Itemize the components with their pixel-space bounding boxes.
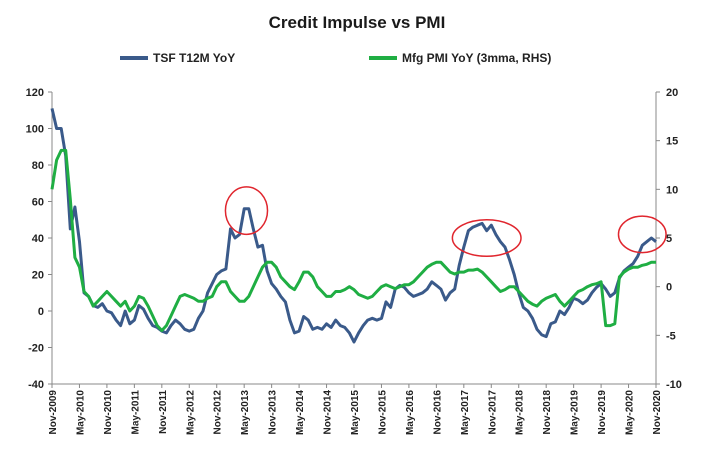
legend-label-tsf: TSF T12M YoY (153, 51, 235, 65)
y-right-tick-label: -10 (666, 379, 682, 391)
x-tick-label: May-2014 (295, 390, 306, 435)
x-tick-label: May-2013 (240, 390, 251, 435)
x-tick-label: May-2016 (405, 390, 416, 435)
x-tick-label: Nov-2018 (542, 390, 553, 435)
x-tick-label: May-2011 (130, 390, 141, 435)
x-tick-label: May-2015 (350, 390, 361, 435)
y-left-tick-label: 80 (32, 160, 44, 172)
legend-label-pmi: Mfg PMI YoY (3mma, RHS) (402, 51, 551, 65)
y-right-tick-label: 15 (666, 136, 678, 148)
x-tick-label: Nov-2019 (597, 390, 608, 435)
x-tick-label: May-2018 (515, 390, 526, 435)
y-left-tick-label: 60 (32, 197, 44, 209)
y-left-tick-label: 120 (26, 87, 44, 99)
x-tick-label: Nov-2009 (48, 390, 59, 435)
y-right-tick-label: 10 (666, 184, 678, 196)
y-left-tick-label: 20 (32, 270, 44, 282)
x-tick-label: Nov-2014 (323, 390, 334, 435)
y-right-tick-label: 20 (666, 87, 678, 99)
x-tick-label: May-2010 (75, 390, 86, 435)
annotation-circle (617, 215, 667, 254)
x-tick-label: May-2019 (570, 390, 581, 435)
plot-area (50, 92, 667, 385)
y-left-tick-label: 100 (26, 124, 44, 136)
chart-title: Credit Impulse vs PMI (269, 13, 446, 32)
y-right-tick-label: 0 (666, 282, 672, 294)
x-tick-label: Nov-2011 (158, 390, 169, 434)
y-left-tick-label: -40 (28, 379, 44, 391)
x-tick-label: Nov-2017 (487, 390, 498, 435)
x-tick-label: Nov-2012 (213, 390, 224, 435)
y-left-tick-label: 40 (32, 233, 44, 245)
x-axis: Nov-2009 May-2010 Nov-2010 May-2011 Nov-2011… (48, 384, 663, 435)
x-tick-label: May-2012 (185, 390, 196, 435)
x-tick-label: Nov-2010 (103, 390, 114, 435)
y-left-tick-label: 0 (38, 306, 44, 318)
legend: TSF T12M YoY Mfg PMI YoY (3mma, RHS) (120, 51, 551, 65)
y-right-tick-label: 5 (666, 233, 672, 245)
x-tick-label: Nov-2015 (377, 390, 388, 435)
x-tick-label: Nov-2020 (652, 390, 663, 435)
series-line-tsf (50, 108, 657, 344)
annotation-circle (451, 219, 522, 257)
y-axis-left: 120 100 80 60 40 20 0 -20 -40 (26, 87, 52, 391)
y-left-tick-label: -20 (28, 343, 44, 355)
x-tick-label: May-2017 (460, 390, 471, 435)
x-tick-label: Nov-2013 (268, 390, 279, 435)
series-line-pmi (50, 148, 656, 332)
y-axis-right: 20 15 10 5 0 -5 -10 (656, 87, 682, 391)
x-tick-label: Nov-2016 (432, 390, 443, 435)
x-tick-label: May-2020 (625, 390, 636, 435)
annotation-circle (224, 186, 269, 236)
y-right-tick-label: -5 (666, 330, 676, 342)
